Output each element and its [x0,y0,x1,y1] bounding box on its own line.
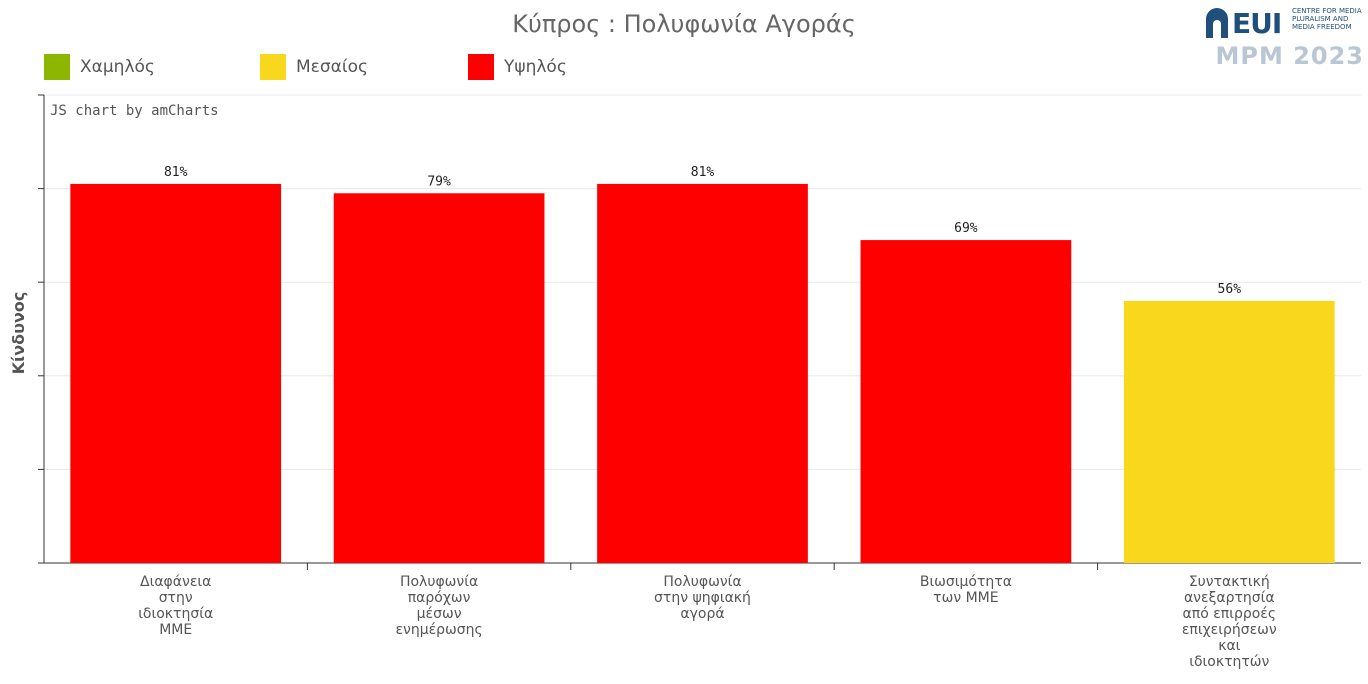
bar [333,193,545,563]
bar-value-label: 81% [691,165,715,180]
eui-centre-line: PLURALISM AND [1292,15,1349,23]
bar-value-label: 56% [1218,282,1242,297]
x-tick-label-line: Συντακτική [1189,574,1270,590]
x-tick-label: Διαφάνεια στην ιδιοκτησία ΜΜΕ [138,574,213,638]
x-tick-label-line: μέσων [417,606,462,622]
bar [597,183,808,564]
legend-item-medium[interactable]: Μεσαίος [260,54,368,80]
eui-centre-text: CENTRE FOR MEDIA PLURALISM AND MEDIA FRE… [1292,7,1366,31]
eui-text: EUI [1232,6,1282,40]
x-tick-label-line: από επιρροές [1183,606,1277,622]
x-tick-label-line: και [1218,638,1240,654]
eui-logo: EUI CENTRE FOR MEDIA PLURALISM AND MEDIA… [1206,4,1366,70]
x-tick-label-line: αγορά [680,606,724,622]
legend-label-high: Υψηλός [504,57,567,77]
bar [1123,300,1335,563]
eui-centre-line: CENTRE FOR MEDIA [1292,7,1362,15]
x-tick-label: Πολυφωνία στην ψηφιακή αγορά [654,574,751,622]
legend-swatch-medium [260,54,286,80]
legend-item-high[interactable]: Υψηλός [468,54,567,80]
x-tick-label-line: Διαφάνεια [140,574,211,590]
x-tick-label: Πολυφωνία παρόχων μέσων ενημέρωσης [395,574,482,638]
mpm-year: MPM 2023 [1215,42,1364,70]
x-tick-label-line: Πολυφωνία [400,574,478,590]
amcharts-credit: JS chart by amCharts [50,103,219,119]
eui-wordmark: EUI [1206,4,1282,42]
eui-centre-line: MEDIA FREEDOM [1292,23,1352,31]
x-tick-label-line: στην [159,590,193,606]
x-tick-label: Βιωσιμότητα των ΜΜΕ [920,574,1012,606]
bar [70,183,282,564]
x-tick-label-line: Βιωσιμότητα [920,574,1012,590]
x-tick-label-line: ιδιοκτησία [138,606,213,622]
legend-swatch-high [468,54,494,80]
bar-value-label: 81% [164,165,188,180]
x-tick-label-line: ιδιοκτητών [1189,654,1269,670]
y-axis-label: Κίνδυνος [9,292,28,375]
x-tick-label-line: στην ψηφιακή [654,590,751,606]
x-tick-label-line: των ΜΜΕ [933,590,998,606]
legend-swatch-low [44,54,70,80]
bar [860,240,1072,563]
x-tick-label-line: ΜΜΕ [159,622,192,638]
x-tick-label-line: παρόχων [408,590,471,606]
x-tick-label: Συντακτική ανεξαρτησία από επιρροές επιχειρ… [1182,574,1277,670]
x-tick-label-line: Πολυφωνία [663,574,741,590]
legend-item-low[interactable]: Χαμηλός [44,54,155,80]
bar-value-label: 79% [427,174,451,189]
eui-arch-icon [1206,8,1228,38]
legend: Χαμηλός Μεσαίος Υψηλός [44,54,744,80]
legend-label-medium: Μεσαίος [296,57,368,77]
chart-title: Κύπρος : Πολυφωνία Αγοράς [512,10,856,38]
x-tick-label-line: ενημέρωσης [395,622,482,638]
x-tick-label-line: ανεξαρτησία [1184,590,1275,606]
bar-value-label: 69% [954,221,978,236]
x-tick-label-line: επιχειρήσεων [1182,622,1277,638]
legend-label-low: Χαμηλός [80,57,155,77]
